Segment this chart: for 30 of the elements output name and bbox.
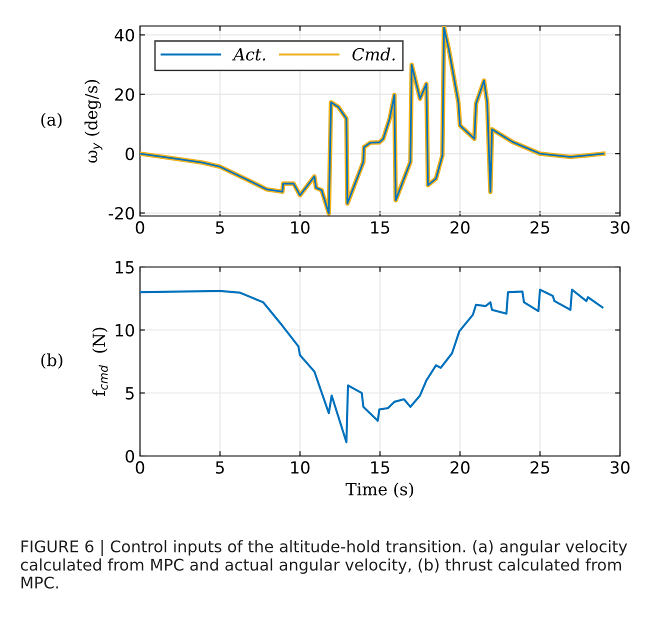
x-tick-label: 15 [371,461,390,474]
y-tick-label: 0 [126,148,134,160]
x-tick-label: 10 [291,221,310,234]
legend-label: Cmd. [352,48,395,61]
x-tick-label: 25 [530,221,550,234]
x-tick-label: 0 [136,221,144,234]
y-tick-label: -20 [108,206,134,220]
x-tick-label: 20 [450,461,470,474]
y-tick-label: 5 [126,387,134,400]
y-tick-label: 20 [115,88,134,101]
x-tick-label: 10 [291,461,310,474]
text: (a) [41,112,62,128]
x-tick-label: 30 [610,461,630,474]
x-tick-label: 30 [610,221,630,234]
legend-label: Act. [232,48,266,61]
caption: FIGURE 6 | Control inputs of the altitude-hold transition. (a) angular velocity calculated from MPC and actual angular velocity, (b) thrust calculated from MPC. [20,540,628,589]
y-tick-label: 10 [116,324,134,337]
x-tick-label: 0 [136,461,144,474]
text: (b) [41,353,62,369]
x-tick-label: 5 [216,461,224,474]
y-tick-label: 40 [114,28,134,42]
y-axis-title: ω$_{y}$ (deg/s) [84,80,102,163]
y-tick-label: 15 [116,261,134,274]
x-tick-label: 25 [530,461,550,474]
x-tick-label: 15 [371,221,390,234]
y-tick-label: 0 [126,450,134,463]
x-axis-title: Time (s) [346,482,414,498]
y-axis-title: f$_{cmd}$ (N) [92,328,108,396]
x-tick-label: 5 [216,221,224,234]
x-tick-label: 20 [450,221,470,234]
